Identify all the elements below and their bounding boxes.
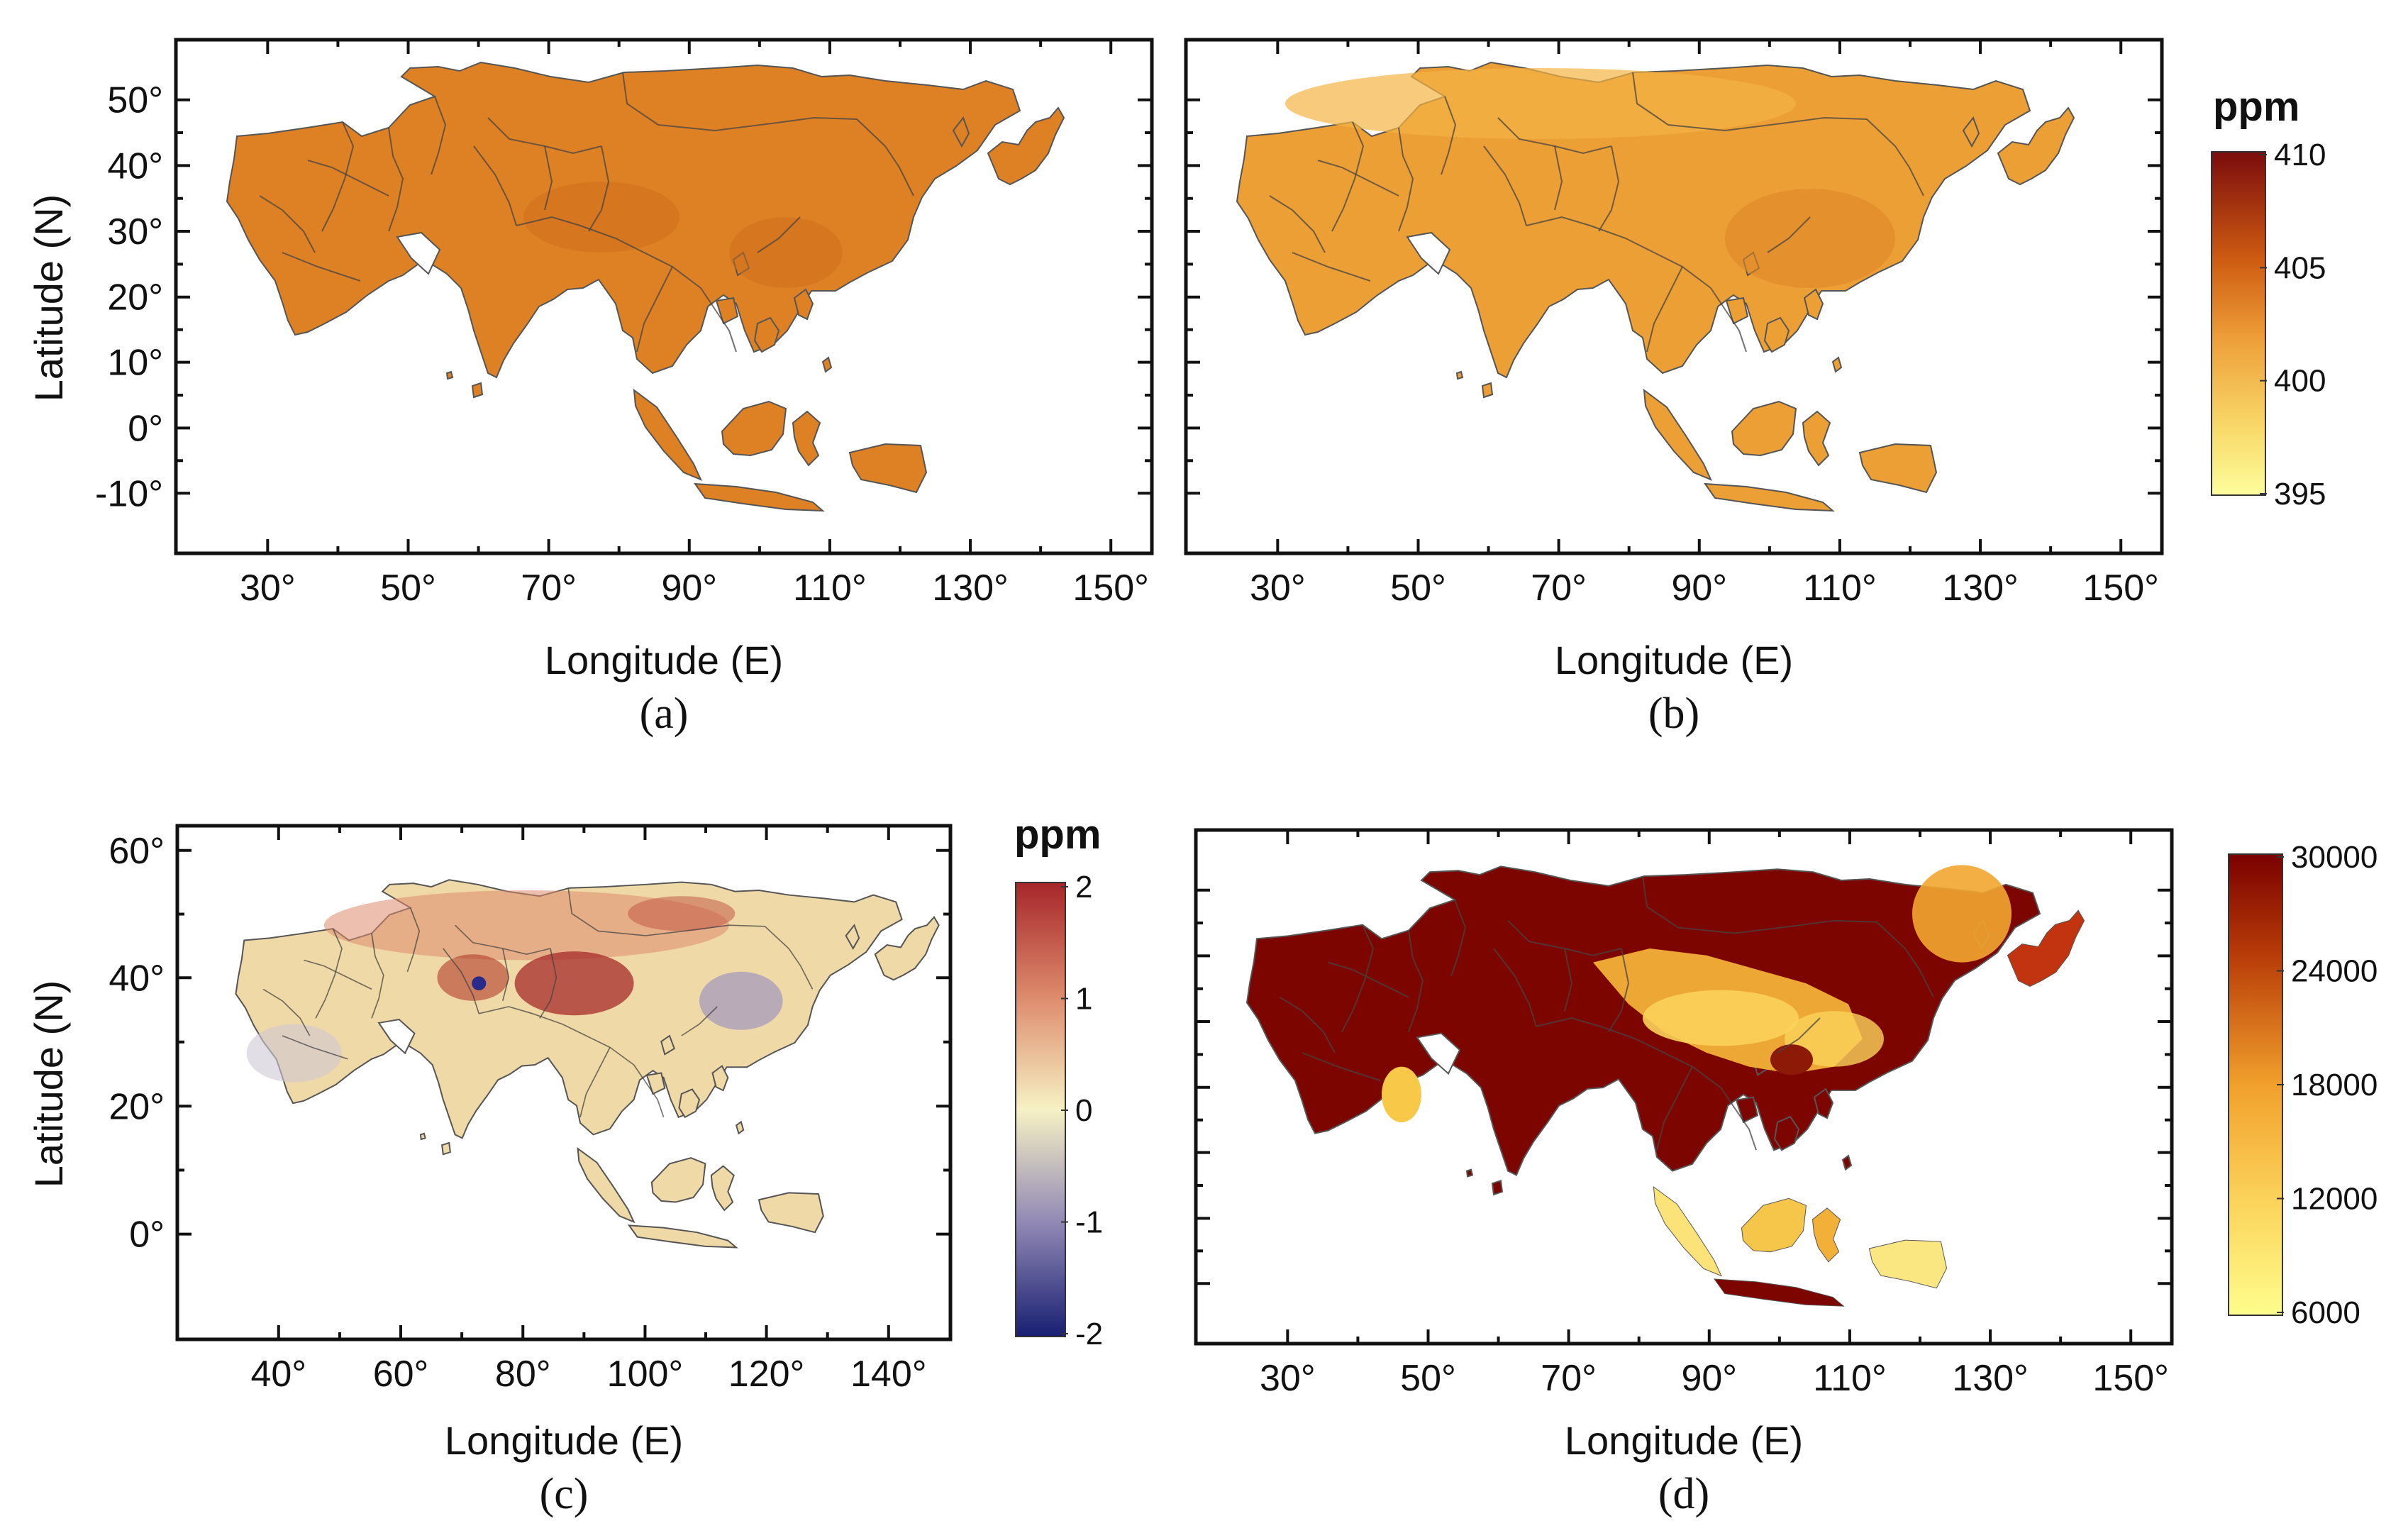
- caption-d: (d): [1658, 1470, 1709, 1518]
- x-tick-label: 50°: [380, 568, 436, 609]
- y-tick-label: 20°: [107, 277, 163, 319]
- ticks-a: [176, 40, 1152, 553]
- x-tick-label: 140°: [850, 1354, 927, 1395]
- colorbar-ab: ppm 410 405 400 395: [2211, 84, 2326, 511]
- x-tick-label: 90°: [1681, 1358, 1737, 1399]
- y-tick-labels-c: 60° 40° 20° 0°: [109, 831, 165, 1256]
- colorbar-d: 30000 24000 18000 12000 6000: [2228, 840, 2378, 1330]
- colorbar-tick-label: 12000: [2291, 1182, 2378, 1217]
- panel-b: [1186, 40, 2162, 553]
- ticks-b: [1186, 40, 2162, 553]
- lighter-north-b: [1285, 68, 1895, 288]
- x-tick-label: 80°: [495, 1354, 551, 1395]
- colorbar-tick-label: 395: [2274, 477, 2326, 511]
- x-tick-label: 90°: [1671, 568, 1727, 609]
- x-tick-label: 70°: [1541, 1358, 1597, 1399]
- x-tick-label: 110°: [1803, 568, 1877, 609]
- caption-b: (b): [1648, 690, 1699, 738]
- y-tick-label: 40°: [109, 958, 165, 999]
- x-tick-labels-a: 30° 50° 70° 90° 110° 130° 150°: [240, 568, 1149, 609]
- x-tick-label: 110°: [793, 568, 867, 609]
- colorbar-tick-label: 18000: [2291, 1068, 2378, 1102]
- diff-negative-east: [246, 971, 783, 1083]
- colorbar-tick-label: 0: [1075, 1093, 1092, 1128]
- x-tick-label: 120°: [728, 1354, 805, 1395]
- colorbar-tick-label: 6000: [2291, 1295, 2360, 1330]
- x-tick-label: 60°: [373, 1354, 429, 1395]
- colorbar-c-unit: ppm: [1014, 812, 1101, 858]
- colorbar-tick-label: 2: [1075, 870, 1092, 904]
- panel-c: [175, 824, 953, 1341]
- colorbar-tick-label: 24000: [2291, 954, 2378, 989]
- panel-a: [176, 40, 1152, 553]
- x-tick-label: 70°: [1531, 568, 1587, 609]
- x-tick-label: 90°: [661, 568, 717, 609]
- ylabel-a: Latitude (N): [26, 194, 71, 402]
- x-tick-label: 150°: [2092, 1358, 2169, 1399]
- ylabel-c: Latitude (N): [26, 980, 71, 1188]
- x-tick-labels-b: 30° 50° 70° 90° 110° 130° 150°: [1250, 568, 2159, 609]
- xlabel-c: Longitude (E): [445, 1418, 683, 1463]
- x-tick-label: 130°: [1942, 568, 2019, 609]
- y-tick-label: 30°: [107, 211, 163, 253]
- caption-a: (a): [640, 690, 689, 738]
- diff-positive-north: [323, 890, 736, 1016]
- colorbar-tick-label: 30000: [2291, 840, 2378, 875]
- y-tick-label: 0°: [129, 1215, 165, 1256]
- x-tick-label: 110°: [1813, 1358, 1887, 1399]
- y-tick-label: 60°: [109, 831, 165, 872]
- x-tick-label: 70°: [521, 568, 577, 609]
- y-tick-label: 10°: [107, 343, 163, 384]
- caption-c: (c): [540, 1470, 589, 1518]
- x-tick-label: 30°: [240, 568, 296, 609]
- xlabel-b: Longitude (E): [1555, 638, 1793, 682]
- x-tick-label: 130°: [932, 568, 1009, 609]
- x-tick-label: 100°: [607, 1354, 684, 1395]
- xlabel-a: Longitude (E): [545, 638, 783, 682]
- x-tick-label: 40°: [250, 1354, 306, 1395]
- colorbar-tick-label: -2: [1075, 1317, 1103, 1351]
- colorbar-tick-label: 405: [2274, 250, 2326, 285]
- hotspot-tibet-a: [523, 182, 843, 288]
- x-tick-labels-d: 30° 50° 70° 90° 110° 130° 150°: [1260, 1358, 2169, 1399]
- xlabel-d: Longitude (E): [1565, 1418, 1803, 1463]
- colorbar-ab-unit: ppm: [2213, 84, 2299, 130]
- colorbar-tick-label: 1: [1075, 982, 1092, 1017]
- panel-d: [1194, 828, 2174, 1346]
- y-tick-label: 40°: [107, 145, 163, 187]
- low-values-d: [1382, 865, 2084, 1306]
- x-tick-labels-c: 40° 60° 80° 100° 120° 140°: [250, 1354, 926, 1395]
- x-tick-label: 30°: [1260, 1358, 1316, 1399]
- colorbar-tick-label: 410: [2274, 138, 2326, 172]
- x-tick-label: 150°: [2082, 568, 2159, 609]
- x-tick-label: 130°: [1952, 1358, 2029, 1399]
- x-tick-label: 50°: [1390, 568, 1446, 609]
- y-tick-label: -10°: [95, 473, 163, 514]
- x-tick-label: 150°: [1072, 568, 1149, 609]
- y-tick-label: 0°: [128, 408, 163, 449]
- x-tick-label: 30°: [1250, 568, 1306, 609]
- colorbar-tick-label: -1: [1075, 1205, 1103, 1240]
- y-tick-label: 50°: [107, 80, 163, 121]
- colorbar-c: ppm 2 1 0 -1 -2: [1014, 812, 1103, 1351]
- y-tick-label: 20°: [109, 1086, 165, 1127]
- y-tick-labels-a: 50° 40° 30° 20° 10° 0° -10°: [95, 80, 163, 515]
- colorbar-tick-label: 400: [2274, 364, 2326, 399]
- x-tick-label: 50°: [1400, 1358, 1456, 1399]
